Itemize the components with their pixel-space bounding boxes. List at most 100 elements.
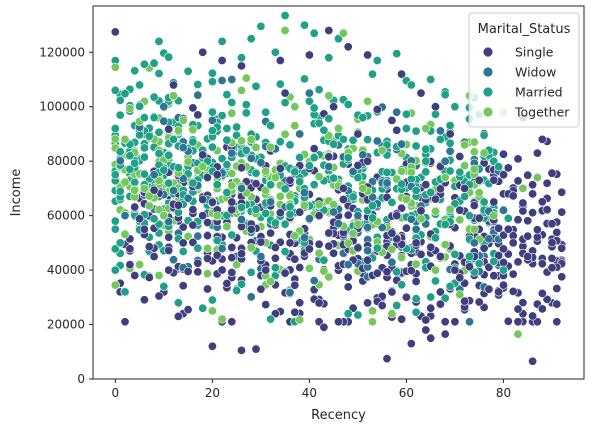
data-point-widow xyxy=(299,188,309,198)
data-point-married xyxy=(392,267,402,277)
data-point-married xyxy=(299,74,309,84)
data-point-single xyxy=(173,200,183,210)
data-point-married xyxy=(178,247,188,257)
data-point-married xyxy=(159,165,169,175)
data-point-widow xyxy=(498,205,508,215)
data-point-together xyxy=(377,145,387,155)
data-point-married xyxy=(120,89,130,99)
data-point-single xyxy=(455,152,465,162)
data-point-together xyxy=(198,162,208,172)
data-point-single xyxy=(251,179,261,189)
data-point-single xyxy=(266,228,276,238)
data-point-together xyxy=(319,266,329,276)
data-point-single xyxy=(513,176,523,186)
data-point-together xyxy=(416,214,426,224)
legend-marker-married xyxy=(482,86,494,98)
data-point-married xyxy=(421,144,431,154)
data-point-married xyxy=(397,179,407,189)
data-point-single xyxy=(421,325,431,335)
data-point-single xyxy=(217,55,227,65)
data-point-married xyxy=(251,81,261,91)
data-point-together xyxy=(314,200,324,210)
data-point-married xyxy=(251,205,261,215)
data-point-widow xyxy=(348,167,358,177)
data-point-single xyxy=(547,253,557,263)
data-point-together xyxy=(135,260,145,270)
x-tick-label: 0 xyxy=(111,386,119,400)
data-point-single xyxy=(183,266,193,276)
data-point-single xyxy=(125,260,135,270)
data-point-together xyxy=(299,201,309,211)
data-point-married xyxy=(183,66,193,76)
data-point-together xyxy=(246,243,256,253)
data-point-single xyxy=(193,258,203,268)
data-point-married xyxy=(445,121,455,131)
data-point-single xyxy=(552,299,562,309)
data-point-single xyxy=(193,267,203,277)
data-point-married xyxy=(241,108,251,118)
data-point-single xyxy=(435,287,445,297)
data-point-widow xyxy=(183,193,193,203)
data-point-single xyxy=(392,234,402,244)
plot-frame xyxy=(92,5,585,380)
data-point-together xyxy=(275,191,285,201)
data-point-single xyxy=(508,238,518,248)
data-point-married xyxy=(440,293,450,303)
data-point-together xyxy=(125,103,135,113)
data-point-married xyxy=(309,153,319,163)
data-point-together xyxy=(421,124,431,134)
data-point-single xyxy=(275,164,285,174)
data-point-single xyxy=(421,315,431,325)
data-point-single xyxy=(498,230,508,240)
data-point-married xyxy=(198,303,208,313)
data-point-together xyxy=(110,280,120,290)
data-point-single xyxy=(460,183,470,193)
data-point-married xyxy=(430,276,440,286)
data-point-widow xyxy=(149,170,159,180)
data-point-single xyxy=(295,207,305,217)
data-point-married xyxy=(144,131,154,141)
data-point-married xyxy=(382,167,392,177)
data-point-together xyxy=(241,73,251,83)
data-point-married xyxy=(227,230,237,240)
data-point-single xyxy=(363,50,373,60)
data-point-widow xyxy=(159,102,169,112)
data-point-single xyxy=(149,252,159,262)
data-point-single xyxy=(363,298,373,308)
data-point-single xyxy=(290,307,300,317)
y-tick-label: 40000 xyxy=(47,263,85,277)
data-point-single xyxy=(125,244,135,254)
data-point-single xyxy=(207,341,217,351)
data-point-single xyxy=(489,271,499,281)
data-point-single xyxy=(498,149,508,159)
data-point-single xyxy=(198,211,208,221)
data-point-married xyxy=(110,124,120,134)
data-point-married xyxy=(479,197,489,207)
data-point-together xyxy=(144,191,154,201)
data-point-single xyxy=(557,187,567,197)
data-point-single xyxy=(513,215,523,225)
data-point-married xyxy=(280,98,290,108)
data-point-together xyxy=(290,121,300,131)
data-point-widow xyxy=(411,224,421,234)
y-tick-label: 0 xyxy=(77,372,85,386)
data-point-married xyxy=(188,137,198,147)
data-point-widow xyxy=(178,143,188,153)
data-point-single xyxy=(256,237,266,247)
data-point-married xyxy=(295,177,305,187)
data-point-together xyxy=(178,115,188,125)
data-point-single xyxy=(484,262,494,272)
data-point-married xyxy=(130,66,140,76)
data-point-together xyxy=(246,134,256,144)
data-point-together xyxy=(154,205,164,215)
data-point-single xyxy=(275,55,285,65)
data-point-together xyxy=(333,124,343,134)
data-point-widow xyxy=(363,222,373,232)
data-point-widow xyxy=(343,260,353,270)
data-point-married xyxy=(338,134,348,144)
data-point-together xyxy=(469,137,479,147)
data-point-widow xyxy=(445,146,455,156)
data-point-married xyxy=(125,151,135,161)
data-point-together xyxy=(348,228,358,238)
data-point-together xyxy=(387,309,397,319)
